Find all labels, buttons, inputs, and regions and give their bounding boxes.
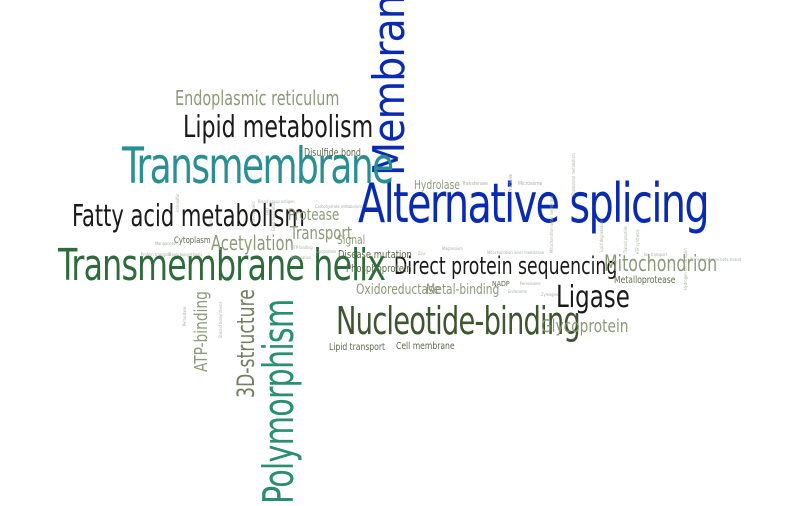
word-nucleus: Nucleus [508,174,514,192]
word-hydrogen-ion-transport: Hydrogen ion transport [683,248,688,290]
word-protease: Protease [288,205,340,224]
word-lipid-transport: Lipid transport [329,342,385,353]
word-direct-protein-sequencing: Direct protein sequencing [394,252,618,280]
word-signal: Signal [337,233,366,247]
word-nadp: NADP [492,280,510,288]
word-flavoprotein: Flavoprotein [251,201,256,224]
word-phosphoprotein: Phosphoprotein [346,262,412,275]
word-protein-transport: Protein transport [141,252,172,257]
word-mitochondrion: Mitochondrion [604,252,718,277]
word-steroid-biosynthesis: Steroid biosynthesis [218,301,223,338]
word-transmembrane-beta-strand: Transmembrane beta strand [690,257,742,262]
word-iron-sulfur: Iron-sulfur [175,193,180,212]
word-disease-mutation: Disease mutation [338,248,412,261]
word-nucleotide-binding: Nucleotide-binding [336,299,581,343]
word-cell-membrane: Cell membrane [396,341,455,352]
word-lipid-metabolism: Lipid metabolism [183,110,374,145]
word-transmembrane-helix: Transmembrane helix [58,240,386,291]
word-3d-structure: 3D-structure [232,289,260,398]
word-magnesium: Magnesium [442,246,463,251]
word-endosome: Endosome [508,289,527,294]
word-glycoprotein: Glycoprotein [541,316,629,337]
word-oxidoreductase: Oxidoreductase [356,282,441,298]
word-cholesterol-metabolism: Cholesterol metabolism [571,153,576,196]
word-peroxidase: Peroxidase [182,306,187,326]
word-mito-outer-membrane: Mitochondrion outer membrane [549,195,554,253]
word-metal-binding: Metal-binding [426,282,500,298]
word-atp-binding: ATP-binding [191,291,212,372]
word-transmembrane: Transmembrane [122,137,394,195]
word-fatty-acid-metabolism: Fatty acid metabolism [72,199,305,234]
word-iron: Iron [208,220,213,227]
word-polymorphism: Polymorphism [254,299,303,504]
word-transit-peptide: Transit peptide [623,226,628,253]
word-sterol-biosynthesis: Sterol biosynthesis [168,252,203,257]
word-microsome: Microsome [518,181,543,187]
word-lipid-degradation: Lipid degradation [599,220,604,252]
word-prenylation: Prenylation [291,255,312,260]
word-golgi-apparatus: Golgi apparatus [271,202,276,231]
word-metalloprotease: Metalloprotease [614,275,676,286]
word-peroxisome: Peroxisome [520,281,541,286]
word-manganese: Manganese [155,241,176,246]
word-lipoprotein: Lipoprotein [316,249,337,254]
word-ion-transport: Ion transport [644,252,668,257]
word-acetylation: Acetylation [211,231,294,255]
word-cytoplasm: Cytoplasm [174,236,211,246]
word-endoplasmic-reticulum: Endoplasmic reticulum [175,86,340,110]
word-alternative-splicing: Alternative splicing [358,172,710,235]
word-gtp-binding: GTP-binding [291,245,313,250]
word-transferase: Transferase [462,181,488,187]
word-zinc: Zinc [418,251,426,256]
word-blood-group-antigen: Blood group antigen [258,199,295,204]
word-transport: Transport [290,223,353,244]
word-ligase: Ligase [556,280,630,315]
word-mito-inner-membrane: Mitochondrion inner membrane [487,250,544,255]
word-disulfide-bond: Disulfide bond [304,146,361,159]
word-hydrolase: Hydrolase [414,178,460,192]
word-carbohydrate-metabolism: Carbohydrate metabolism [315,204,363,209]
word-zymogen: Zymogen [541,292,559,297]
word-atp-synthesis: ATP synthesis [635,229,640,254]
word-fad: FAD [265,208,270,215]
